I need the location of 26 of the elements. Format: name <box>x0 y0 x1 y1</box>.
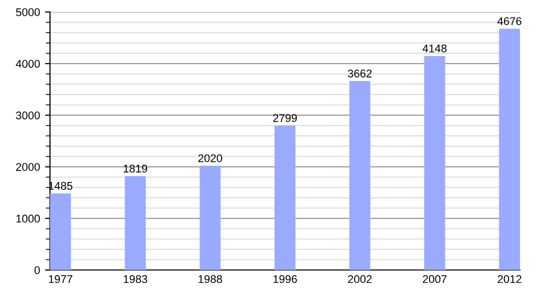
y-tick-label: 0 <box>34 266 40 274</box>
x-tick-label: 1977 <box>48 275 72 284</box>
y-tick-label: 1000 <box>16 214 40 223</box>
x-tick-label: 2012 <box>498 275 522 284</box>
x-tick-label: 1988 <box>198 275 222 284</box>
data-label: 2020 <box>198 154 222 162</box>
x-tick-label: 1983 <box>124 275 148 284</box>
data-label: 4148 <box>422 44 447 52</box>
bar <box>499 28 520 270</box>
bar <box>50 193 71 270</box>
x-tick-label: 2007 <box>422 275 446 284</box>
bar <box>274 126 296 270</box>
y-tick-label: 5000 <box>16 8 40 16</box>
data-label: 2799 <box>273 114 297 122</box>
x-tick-label: 2002 <box>348 275 372 284</box>
bar <box>200 166 221 270</box>
data-label: 4676 <box>497 17 522 26</box>
y-tick-label: 3000 <box>16 111 40 120</box>
bar <box>349 81 370 270</box>
y-tick-label: 2000 <box>16 163 40 171</box>
data-label: 3662 <box>348 70 372 78</box>
bar <box>124 176 146 270</box>
x-tick-label: 1996 <box>273 275 297 284</box>
data-label: 1819 <box>124 164 148 173</box>
y-tick-label: 4000 <box>16 60 40 68</box>
bar <box>424 56 446 270</box>
